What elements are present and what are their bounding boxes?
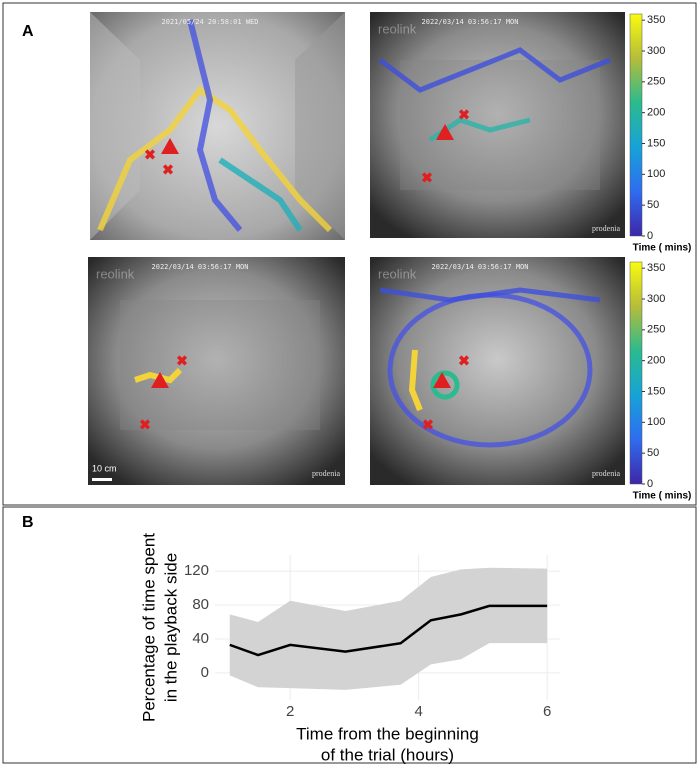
svg-text:✖: ✖ (144, 147, 156, 163)
svg-text:✖: ✖ (176, 353, 188, 369)
colorbar-tick-label: 350 (647, 262, 665, 274)
svg-text:✖: ✖ (421, 170, 433, 186)
svg-text:✖: ✖ (422, 417, 434, 433)
colorbar-tick-label: 250 (647, 324, 665, 336)
colorbar-tick-label: 100 (647, 168, 665, 180)
colorbar-tick-label: 250 (647, 76, 665, 88)
colorbar (629, 13, 643, 237)
colorbar-tick-label: 300 (647, 293, 665, 305)
colorbar-tick-label: 0 (647, 230, 653, 242)
panel-b-frame (2, 506, 697, 764)
colorbar-tick-label: 150 (647, 385, 665, 397)
watermark: reolink (378, 266, 417, 281)
line (229, 604, 548, 657)
colorbar-tick-label: 150 (647, 137, 665, 149)
timestamp: 2021/05/24 20:58:01 WED (162, 18, 259, 26)
photo: ✖ ✖ 2022/03/14 03:56:17 MON reolink prod… (88, 257, 345, 485)
colorbar-tick-label: 200 (647, 107, 665, 119)
credit: prodenia (592, 224, 620, 233)
photo: ✖ ✖ 2022/03/14 03:56:17 MON reolink prod… (370, 257, 625, 485)
panel-a-frame (2, 2, 697, 506)
panel-label: B (22, 514, 34, 531)
scale-label: 10 cm (92, 463, 117, 473)
credit: prodenia (312, 469, 340, 478)
colorbar-tick-label: 0 (647, 478, 653, 490)
panel-label: A (22, 23, 34, 40)
watermark: reolink (378, 21, 417, 36)
y-tick-label: 80 (192, 596, 209, 613)
colorbar-label: Time ( mins) (633, 491, 692, 502)
svg-text:✖: ✖ (139, 417, 151, 433)
x-tick-label: 2 (286, 703, 294, 720)
colorbar-tick-label: 50 (647, 199, 659, 211)
watermark: reolink (96, 266, 135, 281)
y-tick-label: 40 (192, 630, 209, 647)
credit: prodenia (592, 469, 620, 478)
y-tick-label: 0 (201, 664, 209, 681)
colorbar-tick-label: 350 (647, 14, 665, 26)
timestamp: 2022/03/14 03:56:17 MON (152, 263, 249, 271)
timestamp: 2022/03/14 03:56:17 MON (432, 263, 529, 271)
svg-text:✖: ✖ (458, 107, 470, 123)
x-tick-label: 4 (414, 703, 422, 720)
colorbar-tick-label: 200 (647, 355, 665, 367)
y-axis-title: in the playback side (161, 553, 180, 702)
y-axis-title: Percentage of time spent (139, 533, 158, 722)
y-tick-label: 120 (184, 562, 209, 579)
svg-text:✖: ✖ (458, 353, 470, 369)
colorbar-tick-label: 300 (647, 45, 665, 57)
timestamp: 2022/03/14 03:56:17 MON (422, 18, 519, 26)
x-tick-label: 6 (543, 703, 551, 720)
colorbar-tick-label: 100 (647, 416, 665, 428)
svg-text:✖: ✖ (162, 162, 174, 178)
colorbar-label: Time ( mins) (633, 243, 692, 254)
photo: ✖ ✖ 2021/05/24 20:58:01 WED (90, 12, 345, 240)
colorbar (629, 261, 643, 485)
x-axis-title: of the trial (hours) (321, 745, 454, 764)
confidence-band (229, 567, 548, 690)
colorbar-tick-label: 50 (647, 447, 659, 459)
photo: ✖ ✖ 2022/03/14 03:56:17 MON reolink prod… (370, 12, 625, 238)
x-axis-title: Time from the beginning (296, 724, 479, 743)
